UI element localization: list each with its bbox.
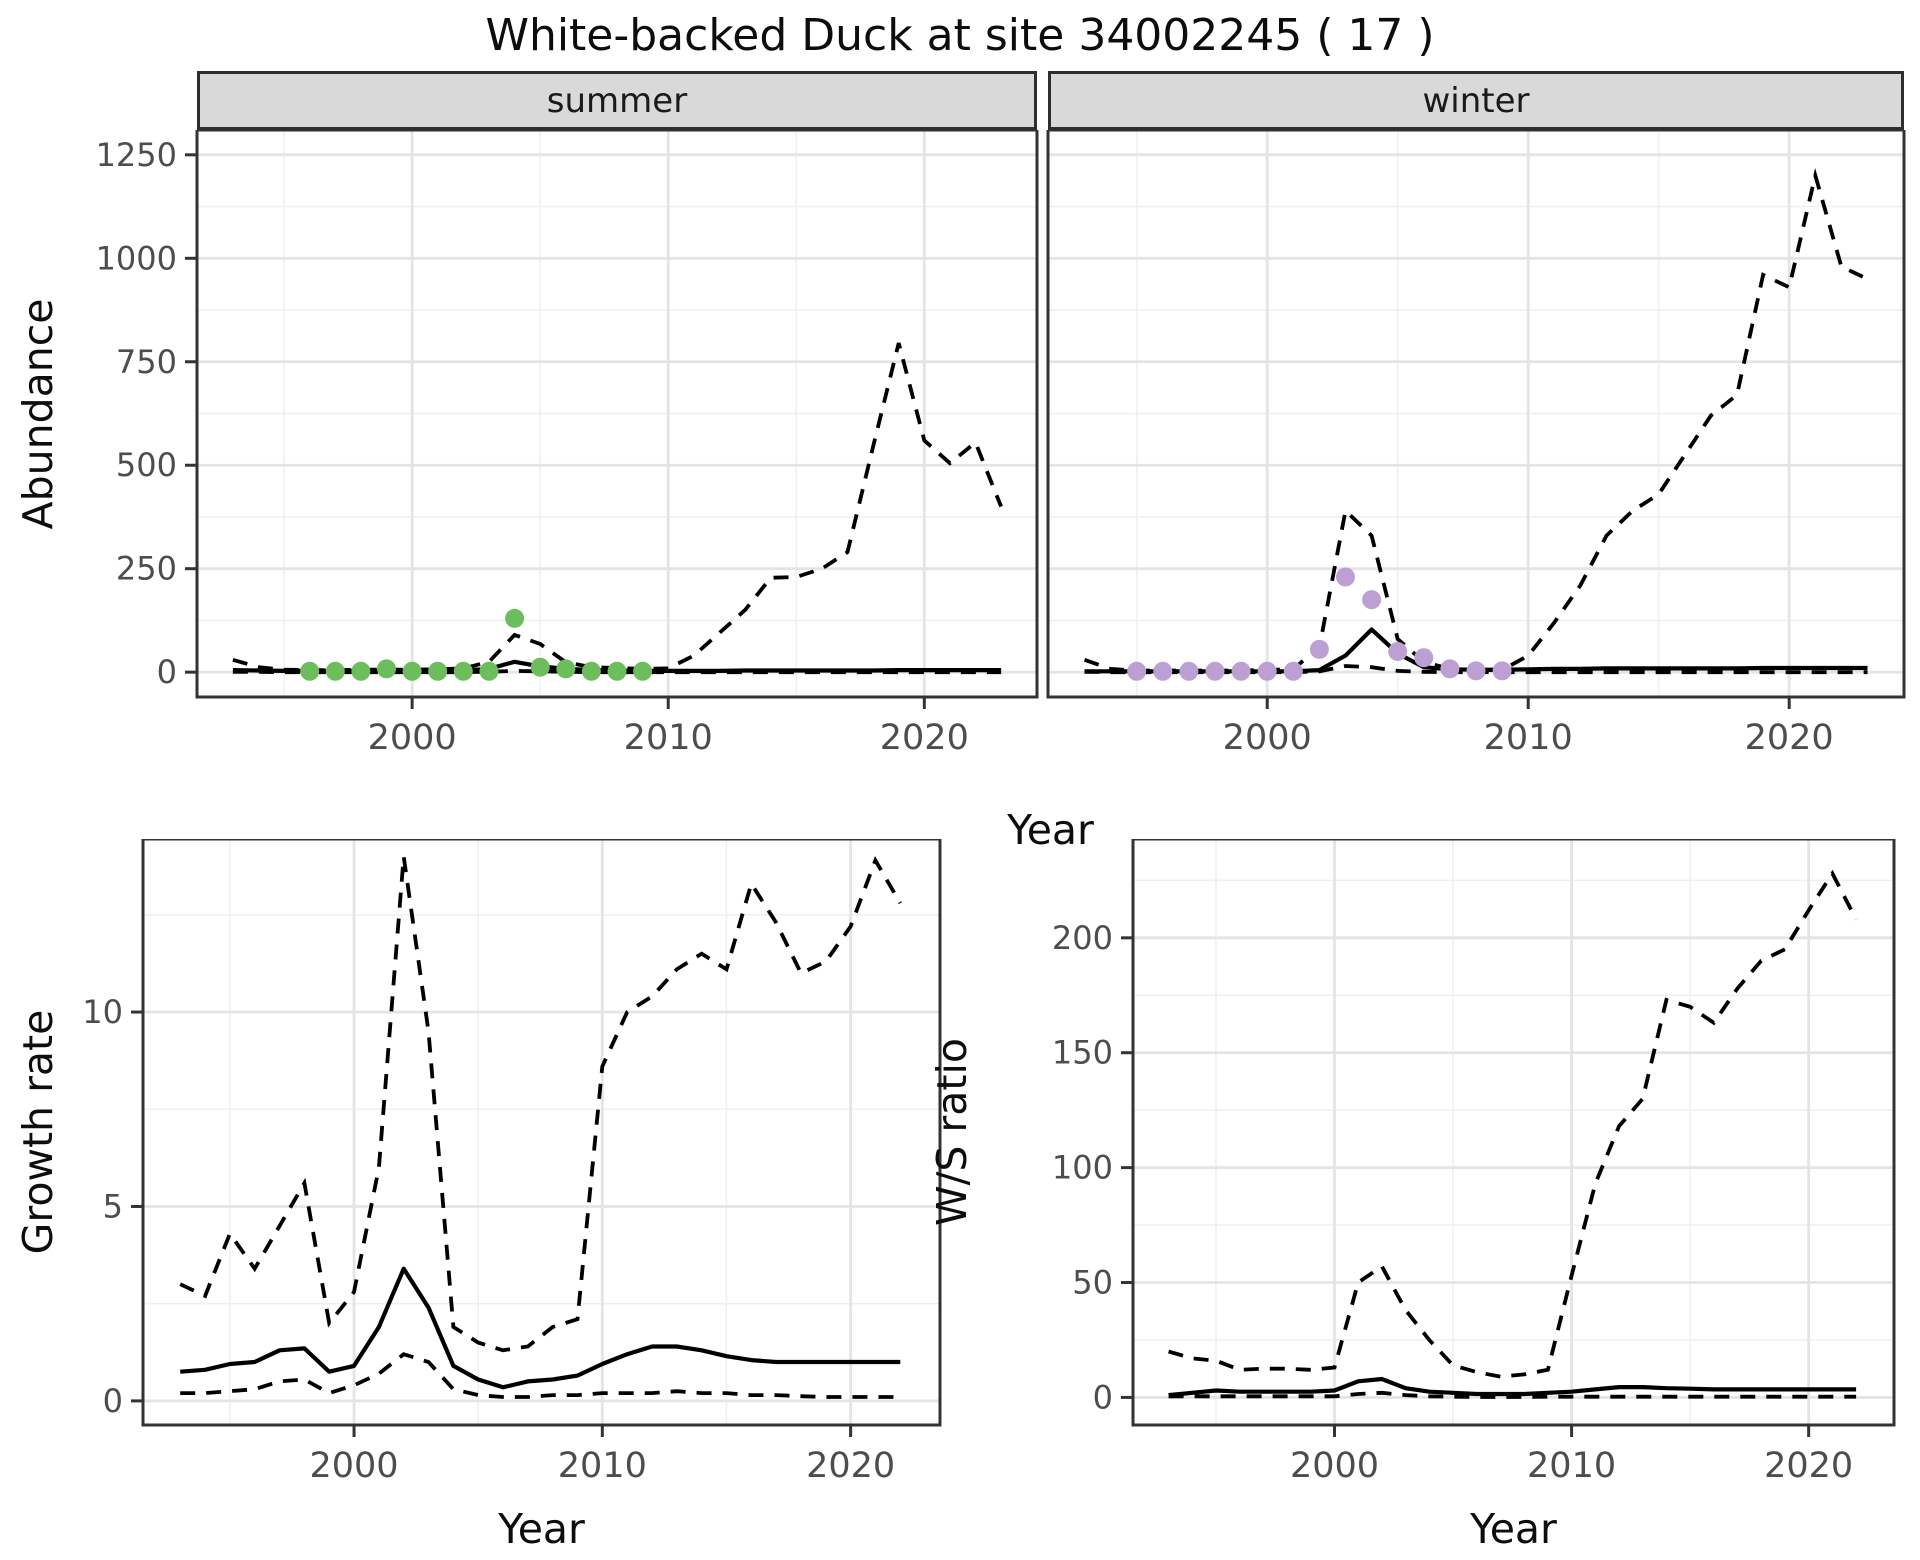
observed-point [505, 608, 525, 628]
x-tick-label: 2020 [1745, 718, 1834, 758]
observed-point [300, 661, 320, 681]
y-tick-label: 0 [1093, 1378, 1113, 1416]
facet-strip-summer-label: summer [546, 80, 688, 121]
median-line [1168, 1376, 1857, 1398]
growth-rate-x-axis-title: Year [498, 1505, 585, 1553]
observed-point [1336, 567, 1355, 587]
lower-ci-line [180, 1352, 901, 1399]
observed-point [453, 661, 473, 681]
gridlines [1133, 839, 1894, 1425]
abundance-winter-chart: 2000 2010 2020 [1046, 130, 1906, 758]
ws-ratio-x-axis-title: Year [1470, 1505, 1557, 1553]
observed-point [1205, 661, 1225, 681]
abundance-summer-chart: 2000 2010 2020 0 250 500 750 1000 1250 [96, 130, 1039, 758]
observed-point [1179, 661, 1199, 681]
upper-ci-line [1168, 869, 1858, 1379]
x-tick-label: 2010 [558, 1446, 647, 1486]
observed-point [1466, 661, 1486, 681]
y-tick-label: 200 [1052, 919, 1113, 957]
ws-ratio-y-axis-title: W/S ratio [928, 1038, 976, 1226]
observed-point [1309, 639, 1329, 659]
x-tick-label: 2000 [310, 1446, 399, 1486]
x-tick-label: 2000 [1290, 1446, 1379, 1486]
y-tick-label: 150 [1052, 1034, 1113, 1072]
y-tick-label: 50 [1072, 1264, 1113, 1302]
y-tick-label: 5 [103, 1187, 123, 1225]
x-tick-label: 2010 [624, 718, 713, 758]
observed-point [1388, 642, 1408, 661]
observed-point [556, 659, 576, 679]
y-tick-label: 1000 [96, 239, 177, 277]
panel-background [143, 839, 940, 1425]
observed-point [325, 661, 345, 681]
observed-point [633, 661, 653, 681]
observed-point [1257, 661, 1277, 681]
abundance-y-axis-title: Abundance [14, 298, 62, 530]
facet-strip-summer: summer [197, 71, 1037, 130]
observed-point [1127, 661, 1147, 681]
observed-point [1362, 590, 1382, 610]
abundance-x-axis-title: Year [1007, 806, 1094, 854]
y-tick-label: 10 [82, 993, 123, 1031]
observed-point [1440, 659, 1460, 679]
y-tick-label: 100 [1052, 1149, 1113, 1187]
median-line [180, 1266, 901, 1390]
observed-point [581, 661, 601, 681]
x-tick-label: 2020 [1764, 1446, 1853, 1486]
y-tick-label: 0 [103, 1382, 123, 1420]
observed-point [607, 661, 627, 681]
observed-point [402, 661, 422, 681]
observed-point [1414, 648, 1434, 668]
upper-ci-line [232, 342, 1003, 672]
observed-point [428, 661, 448, 681]
observed-point [479, 661, 499, 681]
x-tick-label: 2000 [1223, 718, 1312, 758]
ws-ratio-chart: 2000 2010 2020 0 50 100 150 200 [1052, 839, 1896, 1486]
observed-point [1283, 661, 1303, 681]
facet-strip-winter: winter [1048, 71, 1904, 130]
x-tick-label: 2020 [880, 718, 969, 758]
x-tick-label: 2010 [1527, 1446, 1616, 1486]
y-tick-label: 1250 [96, 136, 177, 174]
x-tick-label: 2000 [368, 718, 457, 758]
observed-point [1492, 661, 1512, 681]
lower-ci-line [1168, 1390, 1857, 1399]
observed-point [377, 659, 396, 679]
panel-border [1131, 839, 1896, 1427]
facet-strip-winter-label: winter [1422, 80, 1530, 121]
figure-title: White-backed Duck at site 34002245 ( 17 … [485, 10, 1435, 61]
observed-point [1231, 661, 1251, 681]
gridlines [1048, 130, 1904, 697]
observed-point [1153, 661, 1173, 681]
panel-background [1133, 839, 1894, 1425]
gridlines [143, 839, 940, 1425]
x-tick-label: 2010 [1484, 718, 1573, 758]
y-tick-label: 500 [116, 446, 177, 484]
y-tick-label: 750 [116, 343, 177, 381]
growth-rate-chart: 2000 2010 2020 0 5 10 [82, 839, 942, 1486]
panel-border [195, 130, 1039, 699]
x-tick-label: 2020 [806, 1446, 895, 1486]
observed-point [530, 657, 550, 677]
y-tick-label: 250 [116, 550, 177, 588]
panel-border [1046, 130, 1906, 699]
panel-border [141, 839, 942, 1427]
observed-point [351, 661, 371, 681]
y-tick-label: 0 [157, 653, 177, 691]
